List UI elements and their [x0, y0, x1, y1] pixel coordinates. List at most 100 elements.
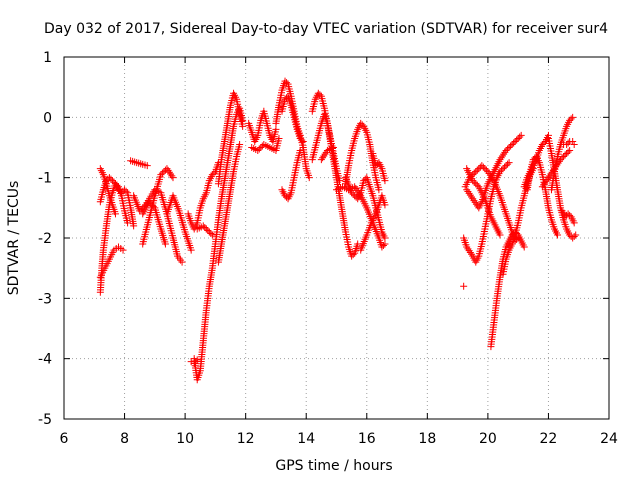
data-point: [564, 139, 572, 147]
x-tick-label: 24: [600, 431, 618, 447]
data-point: [514, 134, 522, 142]
data-point: [378, 243, 386, 251]
data-point: [566, 231, 574, 239]
data-point: [148, 201, 156, 209]
data-point: [517, 131, 525, 139]
data-point: [124, 219, 132, 227]
series-D6: [296, 131, 313, 182]
data-point: [500, 150, 508, 158]
data-point: [504, 160, 512, 168]
series-C5: [214, 89, 247, 188]
data-point: [157, 171, 165, 179]
data-point: [381, 234, 389, 242]
data-point: [272, 125, 280, 133]
data-point: [470, 169, 478, 177]
data-point: [502, 147, 510, 155]
data-point: [496, 168, 504, 176]
data-point: [275, 134, 283, 142]
series-F3: [342, 174, 389, 242]
data-point: [158, 169, 166, 177]
data-point: [296, 147, 304, 155]
data-point: [473, 166, 481, 174]
data-point: [305, 174, 313, 182]
data-point: [552, 163, 560, 171]
data-point: [463, 243, 471, 251]
data-point: [478, 162, 486, 170]
data-point: [105, 174, 113, 182]
x-tick-label: 8: [120, 431, 129, 447]
data-point: [511, 137, 519, 145]
data-point: [498, 166, 506, 174]
series-A3: [96, 165, 119, 218]
chart-title: Day 032 of 2017, Sidereal Day-to-day VTE…: [44, 21, 608, 37]
data-point: [484, 168, 492, 176]
data-point: [505, 144, 513, 151]
y-tick-label: -1: [38, 171, 52, 187]
data-point: [471, 198, 479, 206]
data-point: [543, 175, 551, 183]
data-point: [469, 195, 477, 203]
data-point: [239, 116, 247, 124]
data-point: [316, 91, 324, 99]
data-point: [255, 145, 263, 153]
data-point: [566, 147, 574, 155]
x-tick-label: 16: [358, 431, 376, 447]
data-point: [165, 168, 173, 176]
series-G3: [463, 131, 525, 212]
x-tick-label: 6: [60, 431, 69, 447]
data-point: [496, 231, 504, 239]
data-point: [544, 174, 552, 182]
data-point: [566, 211, 574, 219]
data-point: [551, 165, 558, 173]
data-point: [541, 179, 549, 187]
x-tick-label: 18: [418, 431, 436, 447]
data-point: [569, 234, 577, 242]
data-point: [208, 171, 216, 179]
data-point: [149, 202, 157, 210]
data-point: [236, 140, 244, 148]
data-point: [472, 168, 480, 176]
series-C4: [214, 140, 244, 266]
y-tick-label: 0: [43, 110, 52, 126]
series-B4: [139, 198, 169, 248]
data-point: [379, 242, 387, 250]
data-point: [258, 142, 266, 150]
data-point: [199, 222, 207, 230]
series-B1: [127, 157, 151, 170]
data-point: [201, 223, 209, 231]
data-point: [540, 139, 548, 147]
data-point: [560, 153, 568, 161]
data-point: [207, 229, 215, 237]
data-point: [498, 152, 506, 160]
data-point: [554, 231, 562, 239]
data-point: [563, 150, 571, 158]
data-point: [204, 226, 212, 234]
data-point: [505, 159, 513, 167]
data-point: [564, 210, 572, 218]
axis-ticks: 6 8 10 12 14 16 18 20 22 24 -5 -4 -3 -2 -1 0 1: [38, 50, 618, 447]
data-point: [110, 178, 118, 186]
series-I7: [558, 207, 578, 227]
data-point: [481, 165, 489, 173]
series-D2: [248, 134, 283, 155]
data-point: [208, 231, 216, 239]
data-point: [470, 197, 478, 205]
series-G4: [460, 159, 513, 266]
data-point: [122, 187, 130, 195]
data-point: [569, 137, 577, 145]
x-tick-label: 10: [176, 431, 194, 447]
data-point: [187, 246, 195, 254]
data-point: [164, 166, 172, 174]
x-tick-label: 20: [479, 431, 497, 447]
data-point: [348, 189, 356, 197]
y-tick-label: 1: [43, 50, 52, 66]
data-point: [508, 140, 516, 148]
data-point: [210, 169, 218, 177]
data-point: [254, 147, 262, 155]
data-point: [497, 154, 505, 162]
data-point: [352, 185, 360, 193]
data-point: [470, 178, 478, 186]
data-point: [283, 79, 291, 87]
y-tick-label: -5: [38, 412, 52, 428]
